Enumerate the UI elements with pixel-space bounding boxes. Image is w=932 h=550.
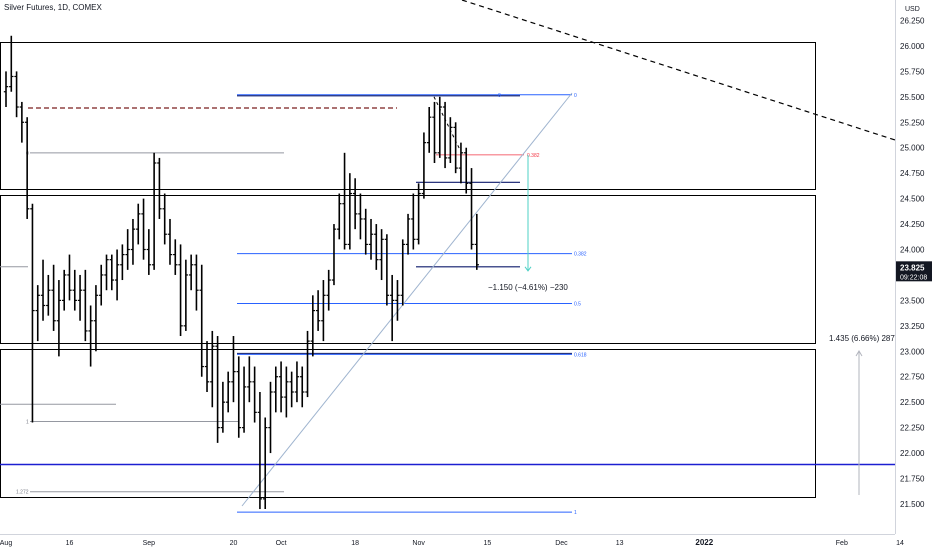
x-tick-label: Sep	[143, 540, 156, 547]
measure-label-up: 1.435 (6.66%) 287	[829, 334, 895, 343]
currency-label: USD	[905, 6, 920, 13]
bar-countdown: 09:22:08	[900, 274, 927, 281]
trend-line-diagonal[interactable]	[241, 92, 573, 507]
fib-right-label: 0.618	[574, 352, 587, 358]
x-tick-label: Oct	[276, 540, 287, 547]
y-tick-label: 23.000	[900, 347, 925, 356]
y-tick-label: 25.250	[900, 118, 925, 127]
fib-left-label: 1	[26, 420, 29, 426]
x-tick-label: 16	[66, 540, 74, 547]
fib-left-label: 1.272	[16, 490, 29, 496]
x-tick-label: Dec	[555, 540, 568, 547]
y-tick-label: 24.000	[900, 246, 925, 255]
y-tick-label: 25.750	[900, 67, 925, 76]
fib-right-label: 1	[574, 510, 577, 516]
x-tick-label: Nov	[412, 540, 425, 547]
y-tick-label: 22.000	[900, 449, 925, 458]
y-tick-label: 22.500	[900, 398, 925, 407]
fib-right-label: 0	[574, 93, 577, 99]
y-tick-label: 22.250	[900, 424, 925, 433]
dashed-trend-line[interactable]	[461, 0, 896, 141]
y-tick-label: 23.500	[900, 296, 925, 305]
y-tick-label: 22.750	[900, 373, 925, 382]
y-tick-label: 23.250	[900, 322, 925, 331]
y-tick-label: 26.000	[900, 42, 925, 51]
x-tick-label: 2022	[695, 538, 713, 547]
y-tick-label: 21.500	[900, 500, 925, 509]
measure-arrow-up	[855, 350, 863, 357]
last-price-value: 23.825	[900, 263, 925, 272]
y-tick-label: 25.000	[900, 144, 925, 153]
measure-arrow-down	[524, 266, 532, 272]
zone-box-lower[interactable]	[0, 349, 816, 498]
symbol-title[interactable]: Silver Futures, 1D, COMEX	[4, 3, 102, 12]
fib-small-label: 0	[498, 93, 501, 99]
y-tick-label: 24.250	[900, 220, 925, 229]
y-tick-label: 26.250	[900, 17, 925, 26]
fib-red-label: 0.382	[527, 153, 540, 159]
x-tick-label: 18	[351, 540, 359, 547]
y-tick-label: 24.500	[900, 195, 925, 204]
x-tick-label: 15	[483, 540, 491, 547]
x-tick-label: Aug	[0, 540, 12, 547]
measure-label-down: −1.150 (−4.61%) −230	[488, 283, 568, 292]
y-tick-label: 21.750	[900, 475, 925, 484]
x-tick-label: Feb	[836, 540, 848, 547]
x-tick-label: 20	[230, 540, 238, 547]
zone-box-upper[interactable]	[0, 42, 816, 190]
y-tick-label: 24.750	[900, 169, 925, 178]
x-tick-label: 13	[616, 540, 624, 547]
y-tick-label: 25.500	[900, 93, 925, 102]
zone-box-middle[interactable]	[0, 195, 816, 344]
fib-right-label: 0.382	[574, 252, 587, 258]
last-price-tag	[896, 261, 932, 282]
x-tick-label: 14	[896, 540, 904, 547]
fib-right-label: 0.5	[574, 301, 581, 307]
